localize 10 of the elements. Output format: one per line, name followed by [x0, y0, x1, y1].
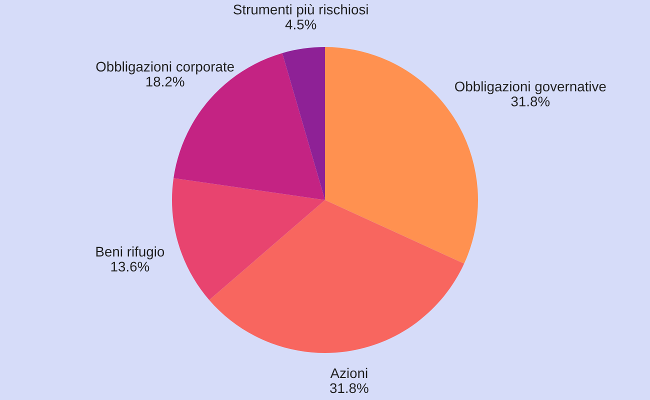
slice-label: Obbligazioni corporate: [96, 61, 234, 74]
slice-label: Strumenti più rischiosi: [234, 4, 368, 18]
data-label: 31.8%: [330, 383, 368, 394]
slice-label: Azioni: [330, 368, 368, 378]
data-label: 4.5%: [285, 20, 316, 30]
data-label: 13.6%: [111, 262, 150, 272]
data-label: 18.2%: [146, 76, 184, 87]
data-label: 31.8%: [511, 96, 550, 106]
slice-label: Obbligazioni governative: [455, 81, 606, 94]
slice-label: Beni rifugio: [96, 246, 164, 260]
